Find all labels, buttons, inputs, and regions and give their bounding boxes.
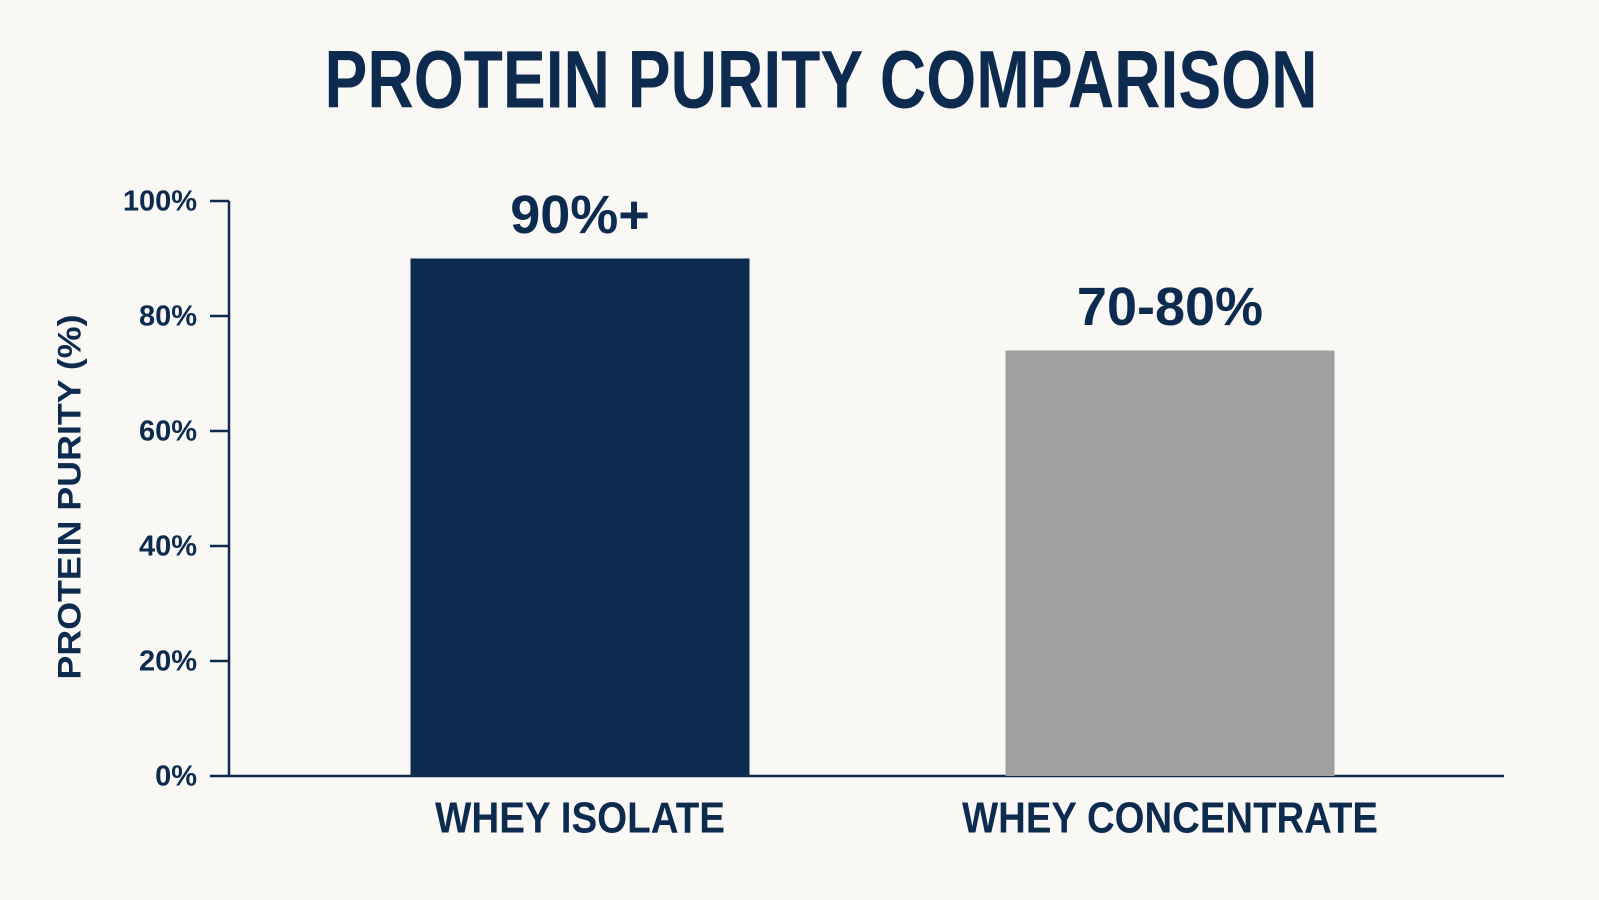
y-tick-label: 0%: [155, 761, 197, 793]
bar: [1005, 350, 1335, 776]
y-tick-label: 40%: [139, 531, 197, 563]
y-tick-label: 20%: [139, 646, 197, 678]
x-tick-label: WHEY ISOLATE: [435, 794, 725, 843]
value-label: 70-80%: [1077, 277, 1263, 337]
y-axis-title: PROTEIN PURITY (%): [51, 315, 87, 680]
y-tick-label: 100%: [123, 186, 197, 218]
x-tick-label: WHEY CONCENTRATE: [962, 794, 1378, 843]
y-tick-label: 60%: [139, 416, 197, 448]
value-label: 90%+: [510, 185, 650, 245]
chart-title: PROTEIN PURITY COMPARISON: [325, 35, 1318, 126]
y-tick-label: 80%: [139, 301, 197, 333]
bar: [410, 258, 750, 776]
